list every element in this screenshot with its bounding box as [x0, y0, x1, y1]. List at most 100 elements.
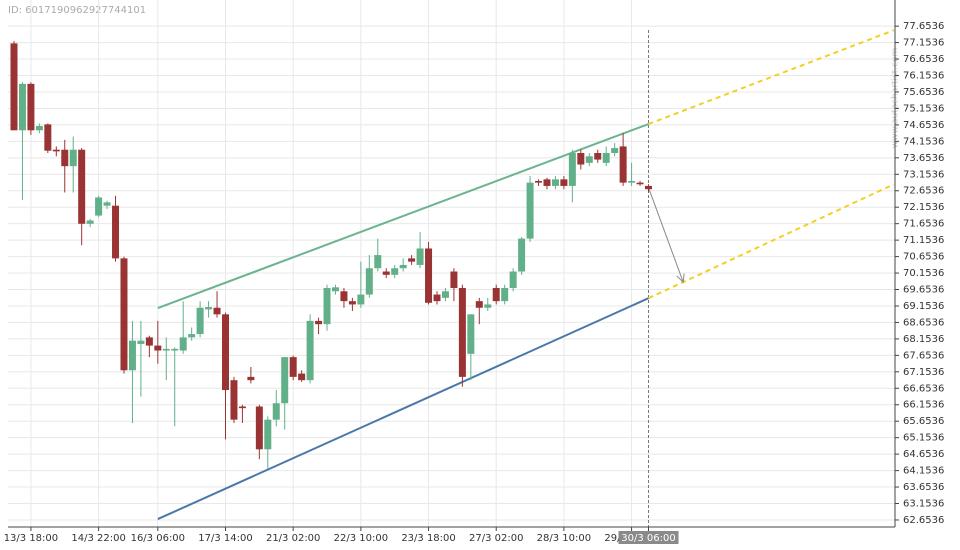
- candle-body: [357, 294, 365, 305]
- candle-body: [44, 124, 52, 151]
- y-tick-label: 69.1536: [903, 301, 944, 312]
- candle-body: [171, 348, 179, 351]
- y-tick-label: 70.1536: [903, 268, 944, 279]
- candle-body: [120, 258, 128, 371]
- candle-body: [425, 248, 433, 303]
- trendline: [648, 29, 895, 125]
- candle-body: [188, 334, 196, 338]
- candle-body: [281, 357, 289, 404]
- candle-body: [61, 149, 69, 167]
- candle-body: [391, 268, 399, 275]
- y-tick-label: 74.6536: [903, 120, 944, 131]
- x-tick-label: 13/3 18:00: [4, 533, 58, 544]
- candle-body: [103, 202, 111, 206]
- x-tick-label: 17/3 14:00: [198, 533, 252, 544]
- candle-body: [306, 320, 314, 381]
- candle-body: [222, 314, 229, 391]
- candle-body: [238, 406, 246, 409]
- candle-body: [611, 148, 619, 154]
- x-tick-label: 16/3 06:00: [131, 533, 185, 544]
- candle-body: [645, 185, 652, 190]
- candle-body: [551, 179, 559, 186]
- candle-body: [484, 304, 492, 308]
- candle-body: [112, 205, 120, 259]
- candle-body: [628, 180, 636, 183]
- chart-id: ID: 6017190962927744101: [8, 5, 146, 16]
- candle-body: [27, 83, 35, 131]
- candle-body: [441, 291, 449, 298]
- candle-body: [255, 406, 263, 450]
- candle-body: [298, 373, 306, 381]
- candle-body: [518, 238, 526, 272]
- candle-body: [205, 307, 213, 310]
- y-tick-label: 62.6536: [903, 515, 944, 526]
- candle-body: [636, 182, 644, 185]
- y-tick-label: 77.1536: [903, 38, 944, 49]
- candle-body: [594, 153, 602, 160]
- y-tick-label: 69.6536: [903, 285, 944, 296]
- y-tick-label: 68.1536: [903, 334, 944, 345]
- candle-body: [331, 287, 339, 292]
- candle-body: [501, 287, 509, 302]
- candle-body: [619, 146, 627, 183]
- y-tick-label: 76.1536: [903, 71, 944, 82]
- y-tick-label: 71.1536: [903, 235, 944, 246]
- candle-body: [52, 149, 60, 152]
- y-tick-label: 65.1536: [903, 433, 944, 444]
- candle-body: [69, 149, 77, 167]
- candle-body: [577, 153, 585, 165]
- y-tick-label: 75.6536: [903, 87, 944, 98]
- candle-body: [602, 153, 610, 163]
- trendline: [157, 123, 649, 310]
- y-tick-label: 65.6536: [903, 416, 944, 427]
- candle-body: [289, 357, 297, 377]
- candle-body: [416, 248, 424, 265]
- candle-body: [458, 287, 466, 377]
- candle-body: [213, 307, 221, 315]
- y-tick-label: 75.1536: [903, 103, 944, 114]
- x-tick-label: 23/3 18:00: [401, 533, 455, 544]
- y-tick-label: 64.1536: [903, 466, 944, 477]
- candle-body: [365, 268, 373, 295]
- candle-body: [408, 258, 416, 262]
- candle-body: [535, 180, 543, 183]
- x-tick-label: 21/3 02:00: [266, 533, 320, 544]
- y-tick-label: 66.1536: [903, 400, 944, 411]
- candle-body: [315, 320, 323, 325]
- candle-body: [382, 271, 390, 275]
- candle-body: [450, 271, 458, 288]
- trendline: [648, 183, 895, 300]
- y-tick-label: 67.6536: [903, 350, 944, 361]
- candle-body: [492, 287, 500, 302]
- x-tick-label: 22/3 10:00: [334, 533, 388, 544]
- candle-body: [196, 307, 204, 335]
- candle-body: [399, 264, 407, 269]
- candle-body: [18, 83, 26, 131]
- candle-body: [137, 340, 145, 344]
- candle-body: [95, 197, 103, 216]
- candle-body: [78, 149, 86, 224]
- candle-body: [10, 43, 18, 131]
- y-tick-label: 63.1536: [903, 499, 944, 510]
- y-tick-label: 66.6536: [903, 383, 944, 394]
- candle-body: [230, 380, 238, 420]
- y-tick-label: 68.6536: [903, 317, 944, 328]
- candle-body: [323, 287, 331, 325]
- candle-body: [35, 126, 43, 131]
- y-tick-label: 70.6536: [903, 252, 944, 263]
- candle-body: [585, 156, 593, 163]
- candle-body: [247, 376, 255, 381]
- y-tick-label: 72.1536: [903, 202, 944, 213]
- candle-body: [467, 314, 475, 354]
- y-tick-label: 77.6536: [903, 21, 944, 32]
- y-tick-label: 67.1536: [903, 367, 944, 378]
- candle-body: [348, 301, 356, 305]
- y-tick-label: 76.6536: [903, 54, 944, 65]
- x-highlight-box: [618, 531, 679, 544]
- candle-body: [374, 255, 382, 269]
- candle-body: [475, 301, 483, 308]
- x-tick-label: 27/3 02:00: [469, 533, 523, 544]
- candle-body: [340, 291, 348, 302]
- y-tick-label: 72.6536: [903, 186, 944, 197]
